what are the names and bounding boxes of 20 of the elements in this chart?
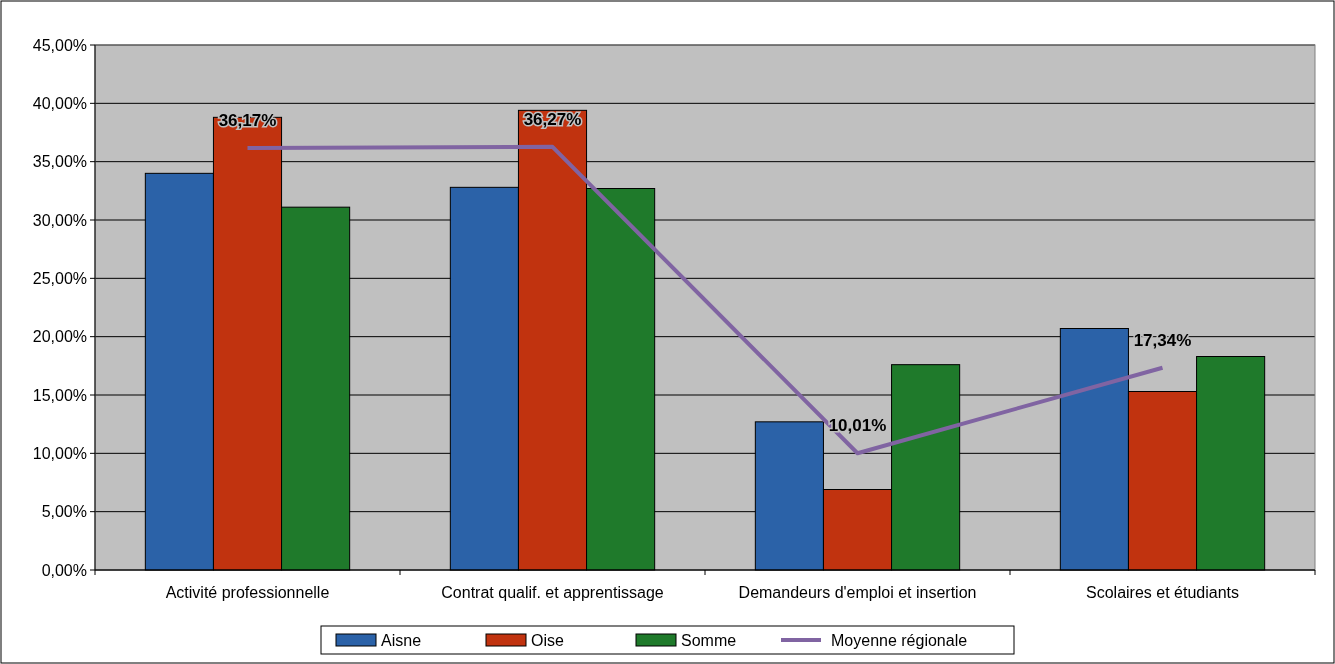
legend-label: Oise — [531, 631, 564, 649]
x-tick-label: Activité professionnelle — [165, 584, 330, 601]
y-tick-label: 40,00% — [32, 94, 87, 112]
legend-label: Moyenne régionale — [831, 631, 968, 649]
x-tick-label: Contrat qualif. et apprentissage — [441, 584, 664, 601]
legend-label: Aisne — [381, 631, 422, 649]
x-tick-label: Scolaires et étudiants — [1086, 584, 1239, 601]
y-tick-label: 10,00% — [32, 444, 87, 462]
data-label: 36,27% — [523, 109, 582, 129]
legend-label: Somme — [681, 631, 737, 649]
y-tick-label: 15,00% — [32, 386, 87, 404]
y-tick-label: 20,00% — [32, 328, 87, 346]
y-tick-label: 5,00% — [41, 503, 87, 521]
y-tick-label: 45,00% — [32, 36, 87, 54]
y-tick-label: 30,00% — [32, 211, 87, 229]
x-tick-label: Demandeurs d'emploi et insertion — [738, 584, 977, 601]
y-tick-label: 0,00% — [41, 561, 87, 579]
y-tick-label: 35,00% — [32, 153, 87, 171]
y-tick-label: 25,00% — [32, 269, 87, 287]
data-label: 10,01% — [828, 416, 887, 436]
